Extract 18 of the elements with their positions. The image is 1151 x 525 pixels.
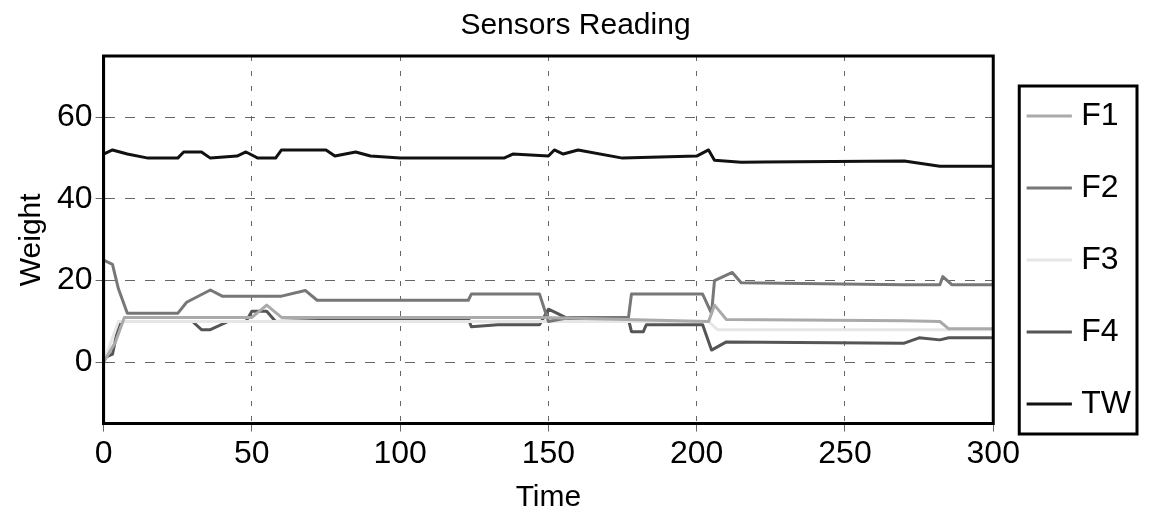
y-tick-label: 20 <box>57 260 93 297</box>
legend-label: F3 <box>1081 239 1119 276</box>
legend-label: TW <box>1081 383 1132 420</box>
x-tick-label: 200 <box>670 433 724 470</box>
x-tick-label: 250 <box>818 433 872 470</box>
legend-label: F2 <box>1081 167 1119 204</box>
x-tick-label: 100 <box>373 433 427 470</box>
y-axis-title: Weight <box>13 192 47 287</box>
legend-label: F1 <box>1081 95 1119 132</box>
x-tick-label: 150 <box>521 433 576 470</box>
x-axis-title: Time <box>515 479 582 513</box>
y-tick-label: 60 <box>57 97 93 134</box>
legend-label: F4 <box>1081 311 1119 348</box>
chart-title: Sensors Reading <box>460 7 691 41</box>
y-tick-label: 40 <box>57 178 93 215</box>
x-tick-label: 50 <box>234 433 270 470</box>
x-tick-label: 300 <box>966 433 1020 470</box>
y-tick-label: 0 <box>74 342 93 379</box>
